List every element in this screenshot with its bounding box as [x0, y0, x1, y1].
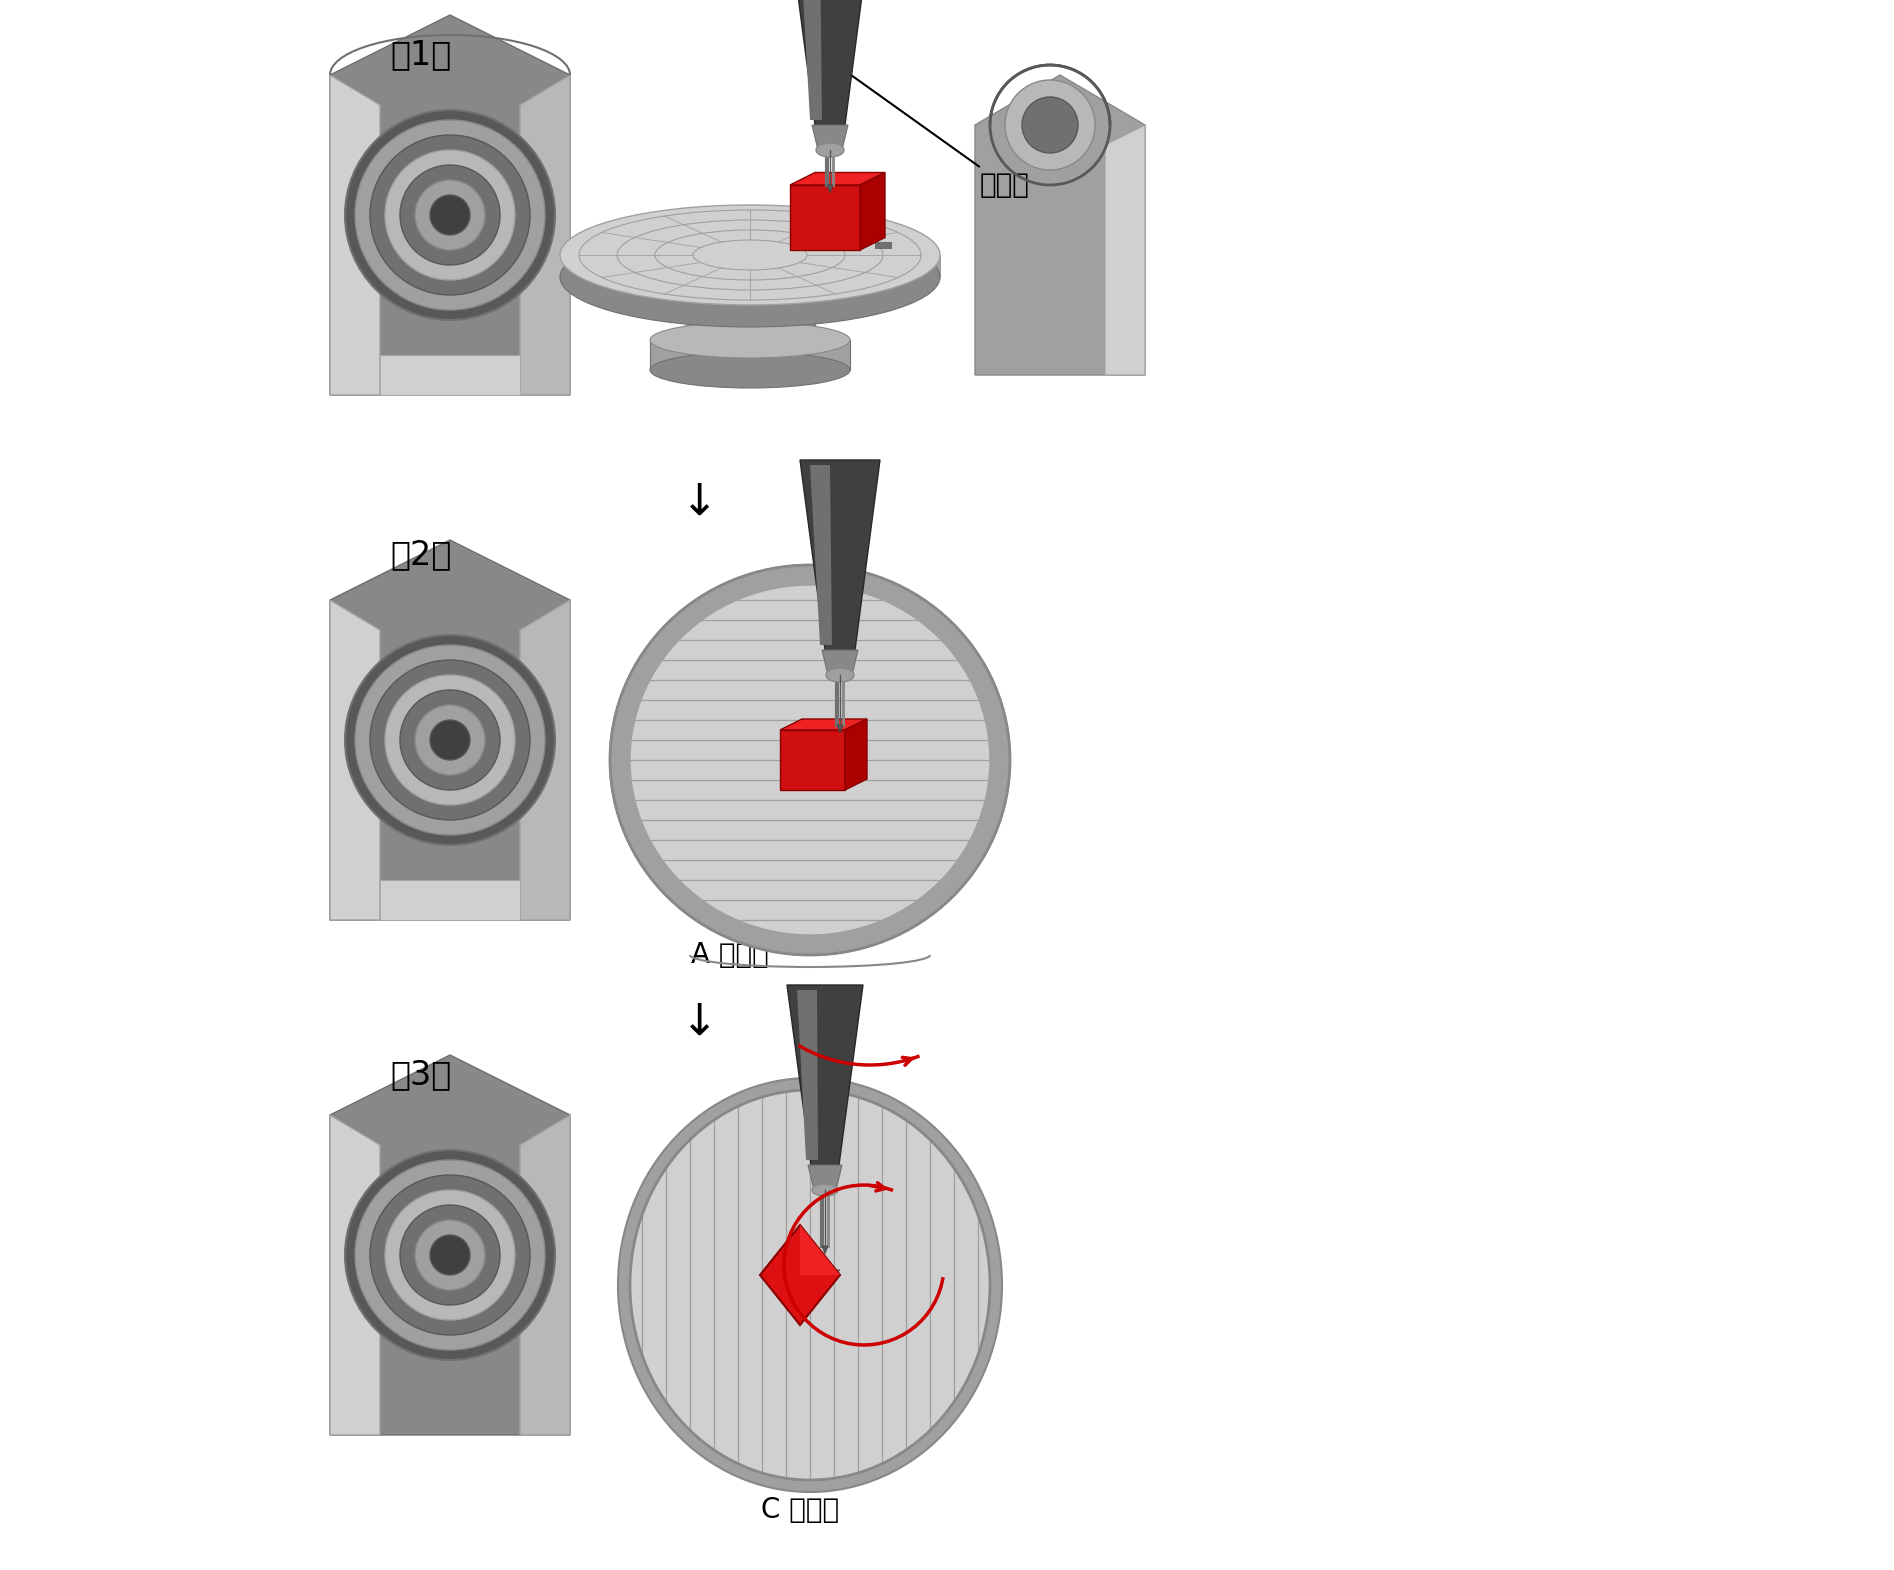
Polygon shape	[799, 1225, 841, 1275]
Ellipse shape	[400, 165, 500, 265]
Polygon shape	[797, 991, 818, 1160]
Polygon shape	[686, 279, 814, 341]
Ellipse shape	[369, 135, 530, 295]
Text: A 軸回転: A 軸回転	[691, 940, 769, 969]
Text: C 軸回転: C 軸回転	[761, 1496, 839, 1524]
Polygon shape	[828, 185, 833, 193]
Ellipse shape	[650, 352, 850, 388]
Ellipse shape	[650, 322, 850, 358]
Ellipse shape	[430, 721, 470, 760]
Polygon shape	[330, 600, 381, 920]
Text: ↓: ↓	[682, 1000, 718, 1044]
Polygon shape	[790, 0, 869, 126]
Ellipse shape	[369, 659, 530, 820]
Polygon shape	[330, 1055, 570, 1435]
Ellipse shape	[826, 667, 854, 681]
Ellipse shape	[561, 206, 939, 305]
Ellipse shape	[400, 689, 500, 790]
Text: （2）: （2）	[390, 539, 451, 571]
Ellipse shape	[561, 228, 939, 327]
Ellipse shape	[813, 1184, 837, 1196]
Ellipse shape	[617, 1079, 1002, 1492]
Polygon shape	[650, 341, 850, 371]
Polygon shape	[775, 1270, 841, 1280]
Polygon shape	[837, 725, 843, 733]
Polygon shape	[780, 719, 867, 730]
Ellipse shape	[1023, 97, 1078, 152]
Ellipse shape	[631, 1090, 991, 1481]
Polygon shape	[809, 1165, 843, 1190]
Ellipse shape	[430, 195, 470, 236]
Ellipse shape	[415, 705, 485, 776]
Polygon shape	[686, 279, 716, 341]
Polygon shape	[811, 465, 831, 645]
Polygon shape	[875, 242, 890, 248]
Polygon shape	[822, 650, 858, 675]
Ellipse shape	[610, 565, 1010, 955]
Polygon shape	[780, 730, 845, 790]
Polygon shape	[799, 0, 822, 119]
Polygon shape	[330, 16, 570, 396]
Polygon shape	[790, 185, 860, 250]
Ellipse shape	[430, 1236, 470, 1275]
Ellipse shape	[400, 1206, 500, 1305]
Ellipse shape	[369, 1174, 530, 1334]
Polygon shape	[790, 173, 884, 185]
Polygon shape	[521, 75, 570, 396]
Ellipse shape	[354, 1160, 545, 1350]
Polygon shape	[330, 540, 570, 920]
Text: （1）: （1）	[390, 38, 451, 71]
Polygon shape	[381, 355, 521, 396]
Text: ↓: ↓	[682, 480, 718, 523]
Polygon shape	[813, 126, 849, 151]
Polygon shape	[381, 881, 521, 920]
Ellipse shape	[354, 645, 545, 835]
Polygon shape	[860, 173, 884, 250]
Text: ワーク: ワーク	[833, 63, 1030, 199]
Polygon shape	[561, 254, 939, 276]
Ellipse shape	[345, 110, 555, 320]
Polygon shape	[845, 719, 867, 790]
Polygon shape	[975, 75, 1146, 375]
Ellipse shape	[384, 151, 515, 279]
Text: （3）: （3）	[390, 1058, 451, 1091]
Polygon shape	[330, 75, 381, 396]
Polygon shape	[1104, 126, 1146, 375]
Ellipse shape	[415, 1220, 485, 1291]
Ellipse shape	[1006, 80, 1095, 170]
Polygon shape	[799, 460, 881, 650]
Ellipse shape	[384, 675, 515, 805]
Polygon shape	[521, 600, 570, 920]
Polygon shape	[330, 1115, 381, 1435]
Polygon shape	[521, 1115, 570, 1435]
Ellipse shape	[816, 143, 845, 157]
Polygon shape	[822, 1247, 828, 1254]
Polygon shape	[759, 1225, 841, 1325]
Ellipse shape	[415, 181, 485, 250]
Ellipse shape	[384, 1190, 515, 1320]
Ellipse shape	[354, 119, 545, 309]
Ellipse shape	[686, 265, 814, 294]
Ellipse shape	[631, 586, 991, 936]
Ellipse shape	[345, 634, 555, 845]
Ellipse shape	[345, 1149, 555, 1360]
Polygon shape	[788, 984, 864, 1165]
